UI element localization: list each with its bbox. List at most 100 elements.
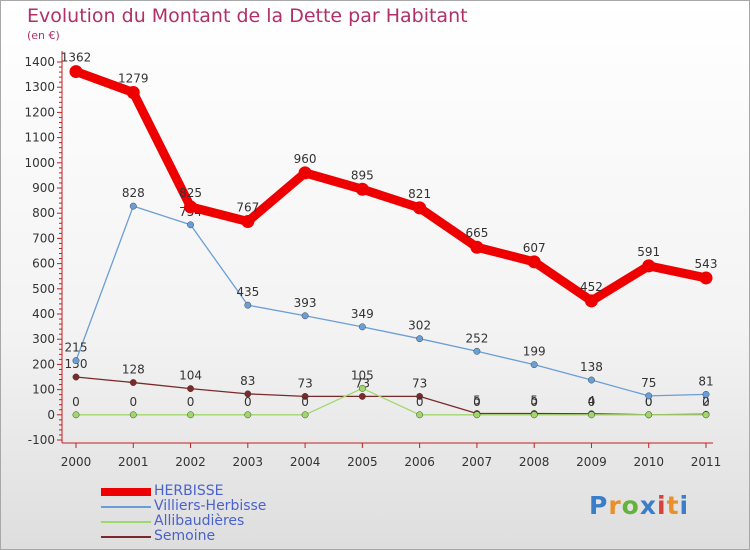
data-point-villiers-herbisse	[301, 312, 309, 320]
chart-title: Evolution du Montant de la Dette par Hab…	[27, 5, 468, 27]
data-point-allibaudieres	[416, 411, 424, 419]
data-point-allibaudieres	[129, 411, 137, 419]
data-label-villiers-herbisse: 138	[580, 360, 603, 374]
legend-label: Villiers-Herbisse	[154, 498, 267, 514]
y-tick-label: 1300	[24, 80, 55, 94]
x-tick-label: 2004	[290, 455, 321, 469]
data-point-semoine	[244, 390, 252, 398]
chart-unit-label: (en €)	[27, 29, 60, 42]
logo-letter: t	[666, 491, 680, 520]
data-point-allibaudieres	[588, 411, 595, 419]
data-point-herbisse	[470, 240, 484, 254]
x-tick-label: 2006	[404, 455, 435, 469]
data-label-allibaudieres: 0	[416, 395, 424, 409]
data-label-villiers-herbisse: 81	[698, 374, 713, 388]
data-label-semoine: 73	[297, 376, 312, 390]
data-label-herbisse: 960	[294, 152, 317, 166]
x-tick-label: 2001	[118, 455, 149, 469]
data-label-semoine: 73	[355, 376, 370, 390]
x-tick-label: 2007	[462, 455, 493, 469]
data-label-villiers-herbisse: 75	[641, 376, 656, 390]
y-tick-label: 200	[32, 357, 55, 371]
x-tick-label: 2010	[633, 455, 664, 469]
legend-swatch	[101, 488, 151, 496]
y-tick-label: 1100	[24, 131, 55, 145]
data-label-villiers-herbisse: 215	[65, 341, 88, 355]
data-label-semoine: 2	[702, 394, 710, 408]
data-point-villiers-herbisse	[473, 347, 481, 355]
y-tick-label: 400	[32, 307, 55, 321]
legend-swatch	[101, 521, 151, 523]
data-label-herbisse: 1362	[61, 51, 92, 65]
data-point-semoine	[301, 392, 309, 400]
data-point-allibaudieres	[473, 411, 481, 419]
logo-letter: x	[639, 491, 657, 520]
x-tick-label: 2000	[61, 455, 92, 469]
data-point-herbisse	[642, 259, 656, 273]
x-tick-label: 2002	[175, 455, 206, 469]
y-tick-label: 0	[47, 408, 55, 422]
y-tick-label: 700	[32, 231, 55, 245]
data-point-villiers-herbisse	[187, 221, 194, 229]
data-label-allibaudieres: 0	[473, 395, 481, 409]
logo-letter: o	[621, 491, 640, 520]
data-point-villiers-herbisse	[358, 323, 366, 331]
data-label-herbisse: 825	[179, 186, 202, 200]
data-label-allibaudieres: 105	[351, 368, 374, 382]
x-tick-label: 2008	[519, 455, 550, 469]
data-point-villiers-herbisse	[244, 301, 252, 309]
data-label-allibaudieres: 0	[187, 395, 195, 409]
data-label-allibaudieres: 0	[301, 395, 309, 409]
data-point-allibaudieres	[645, 411, 653, 419]
data-point-semoine	[358, 392, 366, 400]
data-point-allibaudieres	[301, 411, 309, 419]
data-label-herbisse: 591	[637, 245, 660, 259]
x-tick-label: 2011	[691, 455, 722, 469]
x-tick-label: 2009	[576, 455, 607, 469]
data-label-villiers-herbisse: 435	[236, 285, 259, 299]
legend-label: Semoine	[154, 528, 216, 544]
data-point-villiers-herbisse	[72, 357, 80, 365]
series-line-herbisse	[71, 67, 711, 306]
data-point-villiers-herbisse	[129, 202, 137, 210]
legend-label: HERBISSE	[154, 483, 224, 499]
y-tick-label: 1200	[24, 105, 55, 119]
y-tick-label: 1000	[24, 156, 55, 170]
data-point-villiers-herbisse	[702, 390, 710, 398]
data-label-allibaudieres: 0	[72, 395, 80, 409]
data-point-allibaudieres	[530, 411, 538, 419]
data-label-allibaudieres: 0	[530, 395, 538, 409]
data-label-herbisse: 607	[523, 241, 546, 255]
data-point-allibaudieres	[72, 411, 80, 419]
data-point-herbisse	[298, 166, 312, 180]
data-label-semoine: 104	[179, 369, 202, 383]
data-point-villiers-herbisse	[645, 392, 653, 400]
series-line-allibaudieres	[75, 387, 707, 416]
x-tick-label: 2005	[347, 455, 378, 469]
data-label-semoine: 4	[588, 394, 596, 408]
y-tick-label: 900	[32, 181, 55, 195]
data-point-herbisse	[241, 215, 255, 229]
data-label-herbisse: 895	[351, 168, 374, 182]
data-label-herbisse: 821	[408, 187, 431, 201]
data-point-semoine	[187, 385, 194, 393]
legend-swatch	[101, 536, 151, 538]
data-label-villiers-herbisse: 252	[465, 331, 488, 345]
data-point-herbisse	[184, 200, 198, 214]
data-label-allibaudieres: 0	[129, 395, 137, 409]
data-label-semoine: 5	[530, 394, 538, 408]
data-label-villiers-herbisse: 393	[294, 296, 317, 310]
logo-letter: r	[608, 491, 622, 520]
data-point-herbisse	[126, 85, 140, 99]
data-label-semoine: 0	[645, 395, 653, 409]
data-label-herbisse: 767	[236, 201, 259, 215]
data-point-semoine	[72, 373, 80, 381]
data-label-semoine: 83	[240, 374, 255, 388]
y-tick-label: 100	[32, 383, 55, 397]
logo-letter: P	[589, 491, 609, 520]
logo-letter: i	[679, 491, 690, 520]
y-tick-label: 600	[32, 257, 55, 271]
data-label-herbisse: 543	[695, 257, 718, 271]
data-point-herbisse	[413, 201, 427, 215]
